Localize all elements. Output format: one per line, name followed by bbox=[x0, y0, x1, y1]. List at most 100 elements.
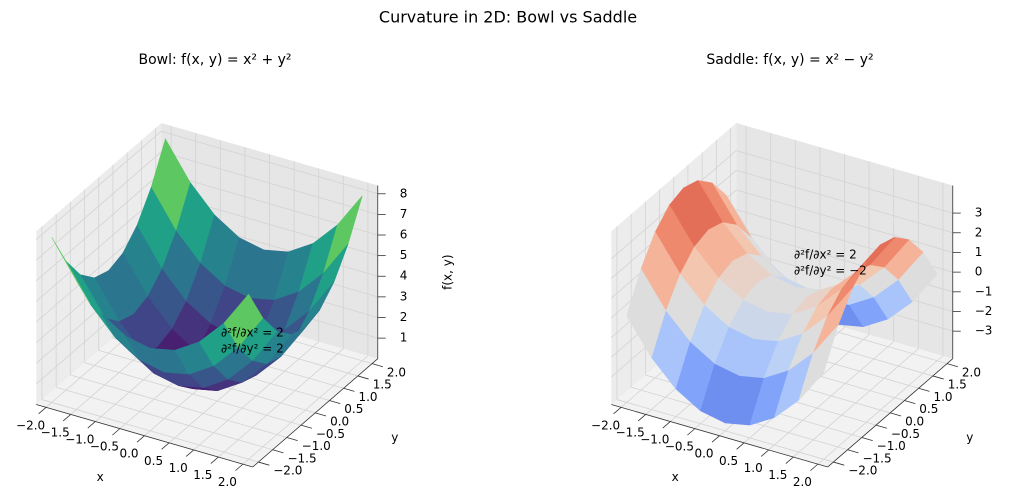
z-tick-label: 7 bbox=[400, 207, 408, 221]
tick-mark bbox=[861, 437, 873, 441]
z-axis-label: f(x, y) bbox=[440, 254, 454, 289]
x-tick-label: 0.0 bbox=[694, 447, 713, 461]
y-tick-label: 1.0 bbox=[358, 390, 377, 404]
tick-mark bbox=[847, 449, 859, 454]
x-tick-label: 2.0 bbox=[793, 475, 812, 489]
y-tick-label: 0.0 bbox=[905, 414, 924, 428]
tick-mark bbox=[613, 407, 622, 415]
z-tick-label: −2 bbox=[975, 304, 993, 318]
y-tick-label: 0.5 bbox=[919, 402, 938, 416]
grid-line bbox=[56, 386, 273, 451]
tick-mark bbox=[918, 387, 930, 392]
z-tick-label: 2 bbox=[975, 225, 983, 239]
tick-mark bbox=[357, 375, 369, 380]
z-tick-label: 1 bbox=[975, 245, 983, 259]
tick-mark bbox=[315, 412, 327, 417]
subplot-title: Bowl: f(x, y) = x² + y² bbox=[138, 52, 291, 68]
grid-line bbox=[84, 362, 302, 426]
y-tick-label: 2.0 bbox=[962, 365, 981, 379]
tick-mark bbox=[904, 400, 916, 405]
x-axis-label: x bbox=[672, 470, 679, 484]
y-axis-label: y bbox=[966, 431, 973, 445]
tick-mark bbox=[687, 428, 696, 436]
y-tick-label: −0.5 bbox=[316, 427, 345, 441]
z-tick-label: −3 bbox=[975, 324, 993, 338]
annotation: ∂²f/∂x² = 2 bbox=[794, 248, 857, 262]
tick-mark bbox=[210, 456, 219, 464]
tick-mark bbox=[136, 435, 145, 443]
z-tick-label: 1 bbox=[400, 331, 408, 345]
y-tick-label: 1.5 bbox=[373, 378, 392, 392]
x-tick-label: −0.5 bbox=[90, 440, 119, 454]
x-axis-label: x bbox=[97, 470, 104, 484]
z-tick-label: 6 bbox=[400, 228, 408, 242]
y-tick-label: −1.0 bbox=[877, 439, 906, 453]
tick-mark bbox=[272, 449, 284, 454]
y-tick-label: 1.5 bbox=[948, 378, 967, 392]
tick-mark bbox=[875, 424, 887, 429]
grid-line bbox=[35, 151, 162, 261]
x-tick-label: −1.0 bbox=[640, 433, 669, 447]
subplot: Bowl: f(x, y) = x² + y²−2.0−1.5−1.0−0.50… bbox=[16, 52, 454, 489]
axis-line bbox=[36, 404, 253, 468]
x-tick-label: 1.5 bbox=[193, 468, 212, 482]
tick-mark bbox=[711, 435, 720, 443]
z-tick-label: −1 bbox=[975, 284, 993, 298]
grid-line bbox=[736, 189, 953, 253]
axis-line bbox=[252, 358, 379, 468]
z-tick-label: 8 bbox=[400, 186, 408, 200]
tick-mark bbox=[810, 463, 819, 471]
y-tick-label: −2.0 bbox=[848, 464, 877, 478]
tick-mark bbox=[329, 400, 341, 405]
tick-mark bbox=[300, 424, 312, 429]
x-tick-label: 0.0 bbox=[119, 447, 138, 461]
grid-line bbox=[35, 130, 162, 240]
z-tick-label: 3 bbox=[975, 206, 983, 220]
z-tick-label: 5 bbox=[400, 248, 408, 262]
tick-mark bbox=[235, 463, 244, 471]
x-tick-label: 2.0 bbox=[218, 475, 237, 489]
z-tick-label: 4 bbox=[400, 269, 408, 283]
surface-patch bbox=[798, 325, 839, 401]
tick-mark bbox=[62, 414, 71, 422]
y-tick-label: 0.0 bbox=[330, 414, 349, 428]
tick-mark bbox=[258, 461, 270, 466]
x-tick-label: 1.0 bbox=[744, 461, 763, 475]
grid-line bbox=[35, 192, 162, 302]
surface-patch bbox=[223, 293, 264, 348]
x-tick-label: −1.0 bbox=[65, 433, 94, 447]
y-tick-label: −2.0 bbox=[273, 464, 302, 478]
tick-mark bbox=[371, 363, 384, 368]
y-tick-label: 2.0 bbox=[387, 365, 406, 379]
subplot: Saddle: f(x, y) = x² − y²−2.0−1.5−1.0−0.… bbox=[591, 52, 992, 489]
y-tick-label: −1.0 bbox=[302, 439, 331, 453]
tick-mark bbox=[932, 375, 944, 380]
tick-mark bbox=[343, 387, 355, 392]
axis-line bbox=[611, 404, 828, 468]
tick-mark bbox=[38, 407, 47, 415]
grid-line bbox=[41, 399, 259, 463]
surface-patch bbox=[626, 268, 666, 359]
y-axis-label: y bbox=[391, 431, 398, 445]
grid-line bbox=[616, 399, 834, 463]
x-tick-label: −1.5 bbox=[41, 425, 70, 439]
tick-mark bbox=[112, 428, 121, 436]
grid-line bbox=[35, 172, 162, 282]
grid-line bbox=[161, 130, 378, 195]
figure-title: Curvature in 2D: Bowl vs Saddle bbox=[379, 8, 637, 27]
grid-line bbox=[736, 169, 953, 234]
annotation: ∂²f/∂x² = 2 bbox=[221, 326, 284, 340]
x-tick-label: −0.5 bbox=[665, 440, 694, 454]
tick-mark bbox=[946, 363, 959, 368]
axis-line bbox=[827, 358, 954, 468]
x-tick-label: 1.5 bbox=[768, 468, 787, 482]
tick-mark bbox=[286, 437, 298, 441]
grid-line bbox=[70, 374, 287, 438]
z-tick-label: 3 bbox=[400, 289, 408, 303]
tick-mark bbox=[87, 421, 96, 429]
tick-mark bbox=[785, 456, 794, 464]
tick-mark bbox=[662, 421, 671, 429]
subplot-title: Saddle: f(x, y) = x² − y² bbox=[706, 52, 873, 68]
annotation: ∂²f/∂y² = −2 bbox=[794, 264, 867, 278]
